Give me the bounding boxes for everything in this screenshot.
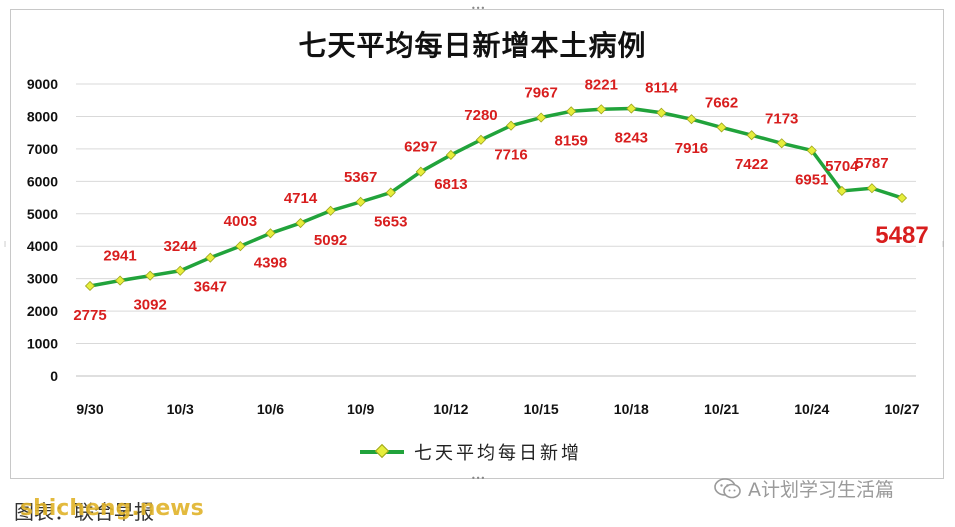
- data-label: 3092: [133, 297, 166, 314]
- data-point-marker: [415, 166, 426, 177]
- data-point-marker: [596, 104, 607, 115]
- legend-marker-swatch: [374, 443, 390, 459]
- y-tick-label: 5000: [27, 206, 58, 222]
- resize-handle-top[interactable]: •••: [471, 4, 486, 13]
- resize-handle-bottom[interactable]: •••: [471, 474, 486, 483]
- data-point-marker: [746, 130, 757, 141]
- data-point-marker: [806, 145, 817, 156]
- data-label: 7280: [464, 107, 497, 124]
- data-point-marker: [566, 106, 577, 117]
- data-label: 6297: [404, 139, 437, 156]
- x-tick-label: 10/18: [614, 401, 649, 417]
- data-point-marker: [716, 122, 727, 133]
- data-point-marker: [836, 185, 847, 197]
- data-label: 8159: [554, 132, 587, 149]
- data-label: 7173: [765, 110, 798, 127]
- data-point-marker: [656, 107, 667, 118]
- data-point-marker: [265, 228, 276, 239]
- data-point-marker: [385, 187, 396, 198]
- data-point-marker: [175, 265, 186, 276]
- resize-handle-right[interactable]: ⁝: [941, 240, 945, 249]
- data-point-marker: [84, 280, 96, 292]
- x-tick-label: 10/12: [433, 401, 468, 417]
- legend-label: 七天平均每日新增: [414, 443, 582, 464]
- data-point-marker: [115, 275, 126, 286]
- data-label: 5653: [374, 214, 407, 231]
- data-point-marker: [295, 217, 306, 229]
- source-caption: 图表：联合早报: [14, 500, 154, 524]
- data-label: 7422: [735, 156, 768, 173]
- chart-title: 七天平均每日新增本土病例: [298, 29, 647, 62]
- data-label: 2941: [103, 248, 136, 265]
- data-label: 4398: [254, 254, 287, 271]
- legend-line-swatch: [360, 443, 404, 459]
- x-tick-label: 9/30: [76, 401, 103, 417]
- data-point-marker: [686, 114, 697, 125]
- data-label: 4003: [224, 213, 257, 230]
- x-tick-label: 10/27: [884, 401, 919, 417]
- x-tick-label: 10/3: [167, 401, 194, 417]
- y-tick-label: 0: [50, 368, 58, 384]
- data-label: 2775: [73, 307, 106, 324]
- data-point-marker: [776, 138, 787, 149]
- data-point-marker: [445, 149, 456, 161]
- data-label: 5487: [875, 222, 928, 249]
- data-point-marker: [355, 196, 366, 207]
- data-point-marker: [505, 120, 517, 131]
- wechat-brand-label: A计划学习生活篇: [748, 479, 894, 501]
- data-point-marker: [536, 112, 547, 123]
- data-label: 6813: [434, 176, 467, 193]
- data-label: 8114: [645, 80, 678, 97]
- data-label: 4714: [284, 190, 318, 207]
- data-label: 8221: [585, 76, 618, 93]
- wechat-brand: A计划学习生活篇: [714, 475, 894, 502]
- y-tick-label: 2000: [27, 303, 58, 319]
- site-watermark: shicheng.news: [20, 496, 204, 521]
- data-point-marker: [145, 270, 156, 281]
- data-label: 7716: [494, 147, 527, 164]
- x-tick-label: 10/15: [524, 401, 559, 417]
- data-label: 6951: [795, 171, 828, 188]
- data-label: 5704: [825, 158, 859, 175]
- series-line: [89, 106, 903, 288]
- resize-handle-left[interactable]: ⁝: [3, 240, 7, 249]
- data-label: 3244: [164, 238, 198, 255]
- data-label: 5367: [344, 169, 377, 186]
- x-tick-label: 10/9: [347, 401, 374, 417]
- y-tick-label: 7000: [27, 141, 58, 157]
- data-point-marker: [475, 134, 487, 145]
- data-point-marker: [626, 103, 637, 114]
- data-label: 7662: [705, 94, 738, 111]
- data-label: 8243: [615, 130, 648, 147]
- y-tick-label: 8000: [27, 108, 58, 124]
- data-point-marker: [235, 241, 246, 252]
- y-tick-label: 6000: [27, 173, 58, 189]
- chart-frame: ••• ••• ⁝ ⁝: [4, 4, 945, 483]
- wechat-icon: [714, 477, 741, 498]
- x-tick-label: 10/6: [257, 401, 284, 417]
- data-point-marker: [896, 192, 908, 204]
- data-point-marker: [866, 183, 877, 194]
- data-label: 5787: [855, 155, 888, 172]
- y-tick-label: 9000: [27, 76, 58, 92]
- x-tick-label: 10/21: [704, 401, 739, 417]
- data-point-marker: [205, 252, 216, 263]
- y-tick-label: 1000: [27, 336, 58, 352]
- y-tick-label: 4000: [27, 238, 58, 254]
- legend: 七天平均每日新增: [360, 440, 582, 464]
- data-label: 5092: [314, 232, 347, 249]
- y-tick-label: 3000: [27, 271, 58, 287]
- data-label: 3647: [194, 279, 227, 296]
- data-point-marker: [325, 205, 336, 216]
- data-label: 7916: [675, 140, 708, 157]
- x-tick-label: 10/24: [794, 401, 829, 417]
- data-label: 7967: [524, 85, 557, 102]
